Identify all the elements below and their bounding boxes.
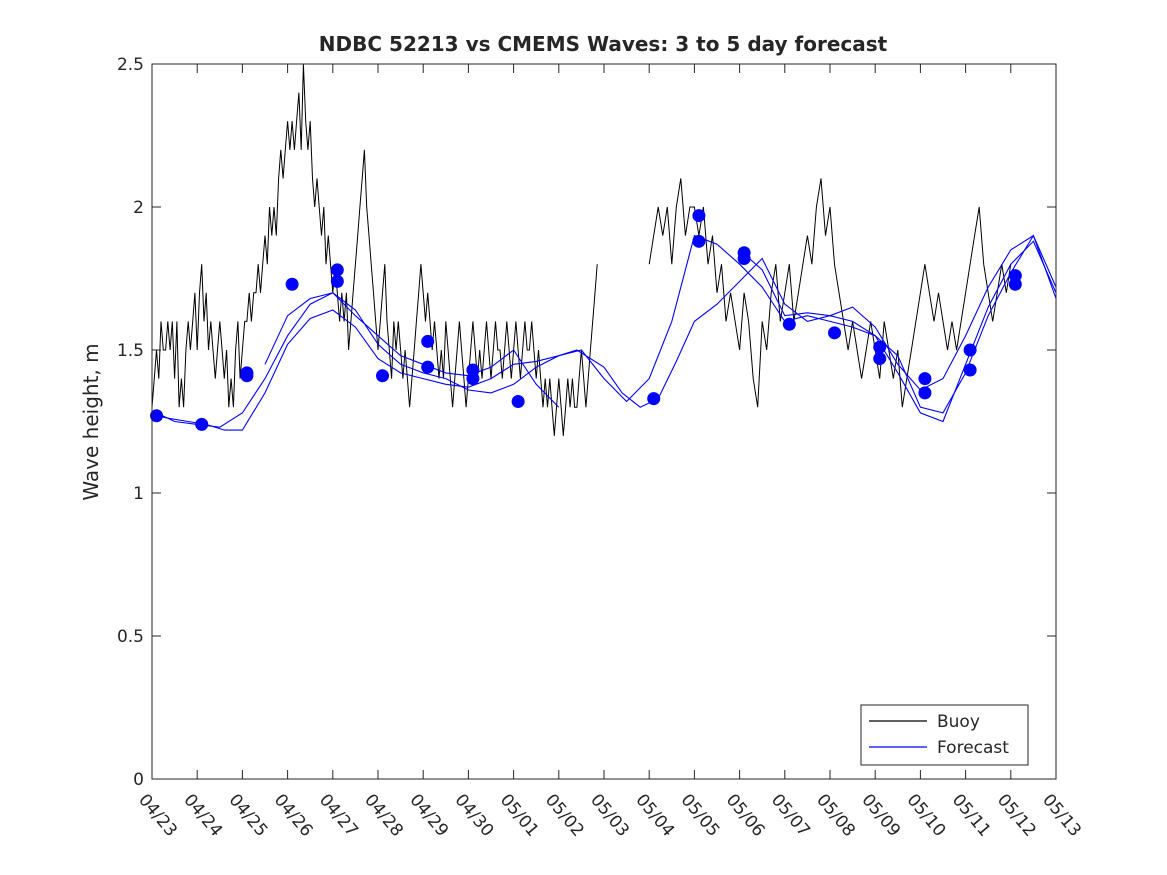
x-tick-label: 05/05 [677, 790, 724, 840]
x-tick-label: 04/28 [360, 790, 407, 840]
legend-box [860, 704, 1029, 766]
x-tick-label: 05/06 [722, 790, 769, 840]
chart-title: NDBC 52213 vs CMEMS Waves: 3 to 5 day fo… [319, 32, 888, 56]
forecast-point [918, 372, 932, 386]
points-layer [150, 209, 1022, 431]
plot-area [152, 64, 1056, 779]
x-tick-label: 04/29 [405, 790, 452, 840]
y-tick-label: 0 [133, 770, 144, 790]
x-tick-label: 05/01 [496, 790, 543, 840]
forecast-point [285, 277, 299, 291]
forecast-point [240, 369, 254, 383]
x-tick-label: 04/27 [315, 790, 362, 840]
x-tick-label: 05/10 [903, 790, 950, 840]
forecast-point [376, 369, 390, 383]
y-axis-label: Wave height, m [79, 343, 103, 500]
x-tick-label: 05/12 [993, 790, 1040, 840]
x-tick-label: 05/13 [1038, 790, 1085, 840]
y-tick-label: 0.5 [117, 627, 144, 647]
forecast-point [647, 392, 661, 406]
forecast-point [1008, 277, 1022, 291]
buoy-series-line [151, 63, 598, 436]
x-tick-label: 04/30 [451, 790, 498, 840]
x-tick-label: 04/25 [225, 790, 272, 840]
forecast-series-line [739, 234, 1057, 391]
forecast-point [195, 417, 209, 431]
forecast-point [737, 251, 751, 265]
x-tick-label: 05/02 [541, 790, 588, 840]
forecast-point [692, 234, 706, 248]
y-tick-label: 1.5 [117, 341, 144, 361]
buoy-series-line [648, 178, 1012, 408]
plot-background [152, 64, 1056, 779]
forecast-point [330, 274, 344, 288]
x-tick-label: 05/04 [631, 790, 678, 840]
x-tick-label: 04/23 [134, 790, 181, 840]
x-tick-label: 05/11 [948, 790, 995, 840]
x-tick-label: 05/03 [586, 790, 633, 840]
forecast-point [873, 352, 887, 366]
forecast-point [918, 386, 932, 400]
legend-label: Buoy [937, 712, 980, 732]
forecast-point [963, 343, 977, 357]
forecast-series-line [156, 234, 1057, 428]
x-tick-label: 04/24 [179, 790, 226, 840]
forecast-point [692, 209, 706, 223]
x-tick-label: 05/08 [812, 790, 859, 840]
forecast-point [873, 340, 887, 354]
forecast-point [150, 409, 164, 423]
forecast-point [421, 334, 435, 348]
forecast-point [330, 263, 344, 277]
legend: Buoy Forecast [860, 704, 1029, 766]
forecast-point [511, 394, 525, 408]
forecast-point [421, 360, 435, 374]
forecast-point [782, 317, 796, 331]
x-tick-label: 05/09 [857, 790, 904, 840]
legend-label: Forecast [937, 738, 1009, 758]
y-tick-label: 2.5 [117, 55, 144, 75]
forecast-point [828, 326, 842, 340]
forecast-point [466, 372, 480, 386]
forecast-point [963, 363, 977, 377]
y-tick-label: 2 [133, 198, 144, 218]
y-tick-label: 1 [133, 484, 144, 504]
x-tick-label: 04/26 [270, 790, 317, 840]
x-tick-label: 05/07 [767, 790, 814, 840]
forecast-series-line [156, 234, 1057, 431]
series-layer [151, 63, 1057, 436]
forecast-series-line [264, 292, 560, 408]
